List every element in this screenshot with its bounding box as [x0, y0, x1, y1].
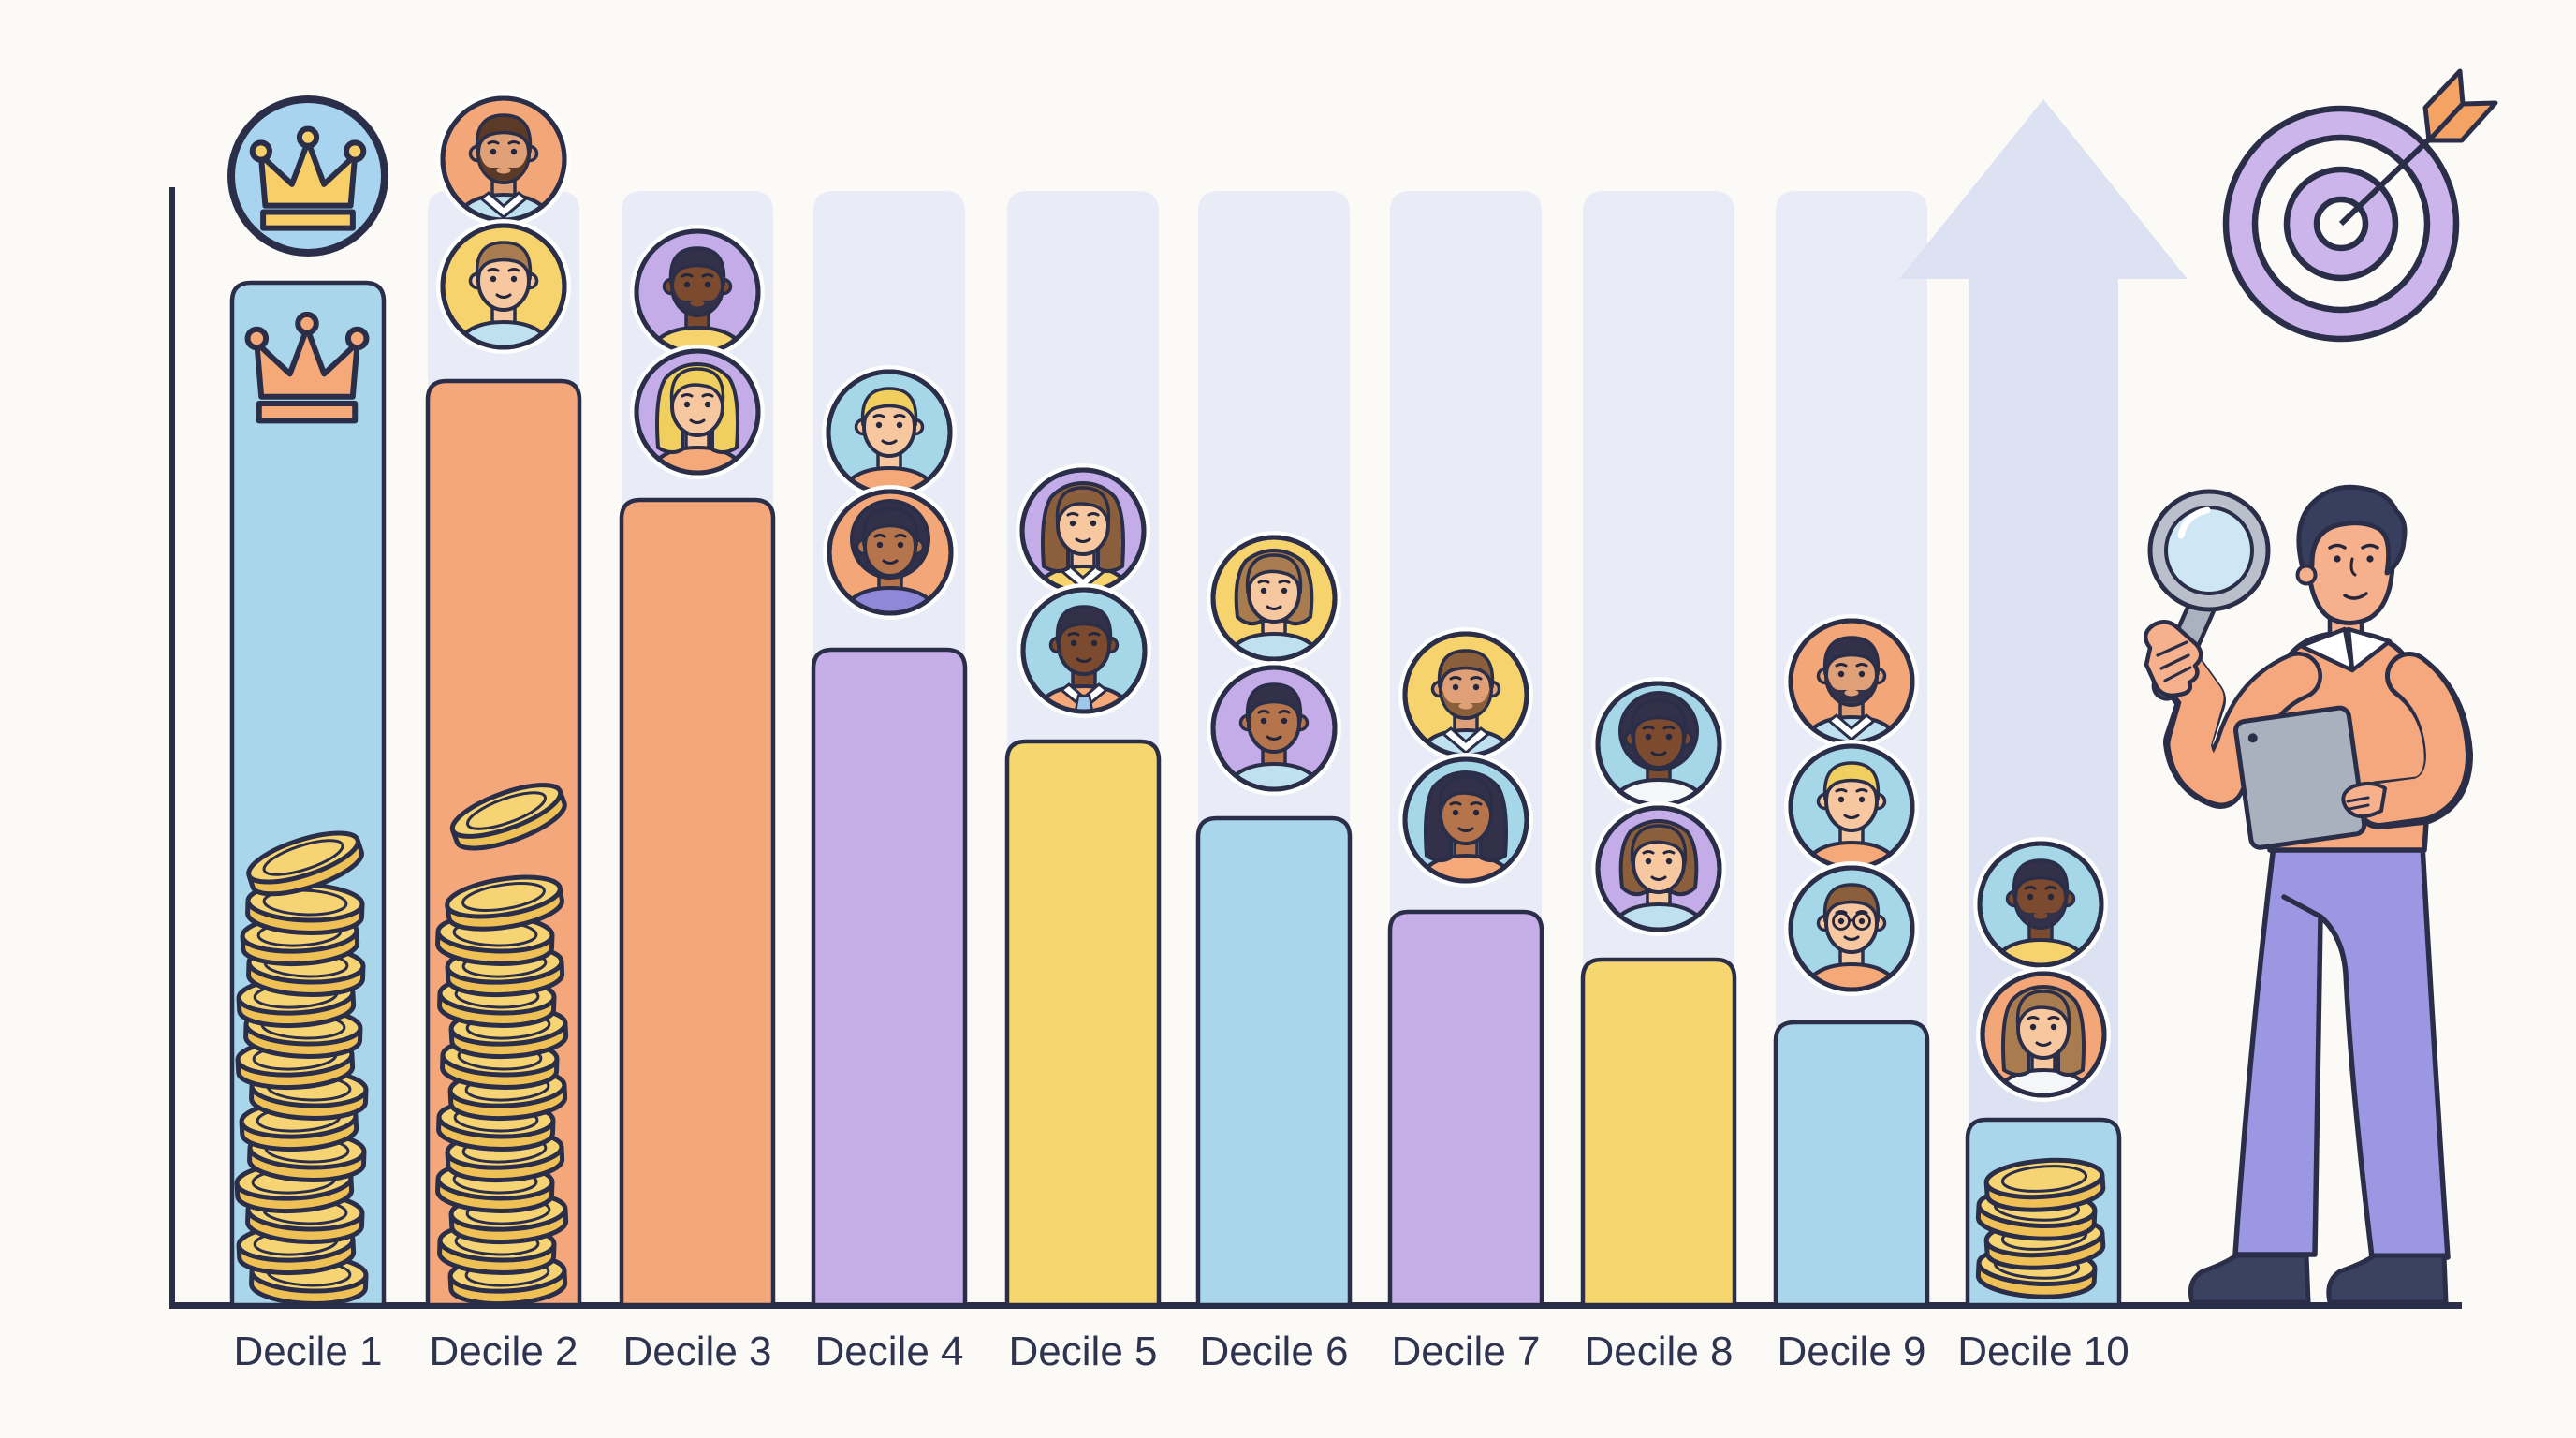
- svg-text:Decile 8: Decile 8: [1585, 1328, 1734, 1374]
- svg-text:Decile 4: Decile 4: [815, 1328, 964, 1374]
- svg-text:Decile 10: Decile 10: [1957, 1328, 2129, 1374]
- svg-text:Decile 7: Decile 7: [1392, 1328, 1541, 1374]
- svg-text:Decile 3: Decile 3: [623, 1328, 772, 1374]
- svg-text:Decile 1: Decile 1: [234, 1328, 383, 1374]
- svg-text:Decile 2: Decile 2: [430, 1328, 578, 1374]
- svg-text:Decile 6: Decile 6: [1200, 1328, 1349, 1374]
- svg-text:Decile 9: Decile 9: [1778, 1328, 1926, 1374]
- svg-text:Decile 5: Decile 5: [1009, 1328, 1158, 1374]
